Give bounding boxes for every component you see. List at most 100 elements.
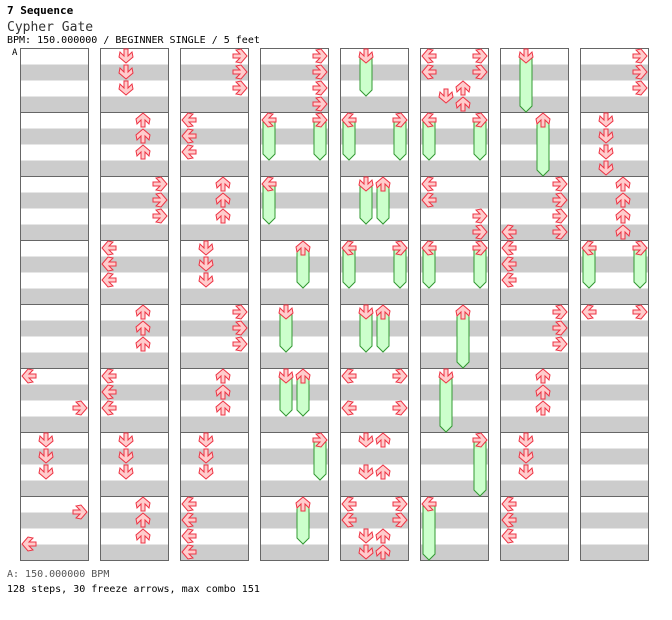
arrow-left <box>421 240 437 256</box>
beat-band <box>20 544 89 561</box>
beat-band <box>580 224 649 241</box>
arrow-down <box>518 48 534 64</box>
arrow-left <box>181 528 197 544</box>
arrow-down <box>438 88 454 104</box>
beat-band <box>20 288 89 305</box>
beat-band <box>500 384 569 401</box>
arrow-down <box>358 48 374 64</box>
beat-band <box>180 480 249 497</box>
beat-band <box>100 64 169 81</box>
arrow-left <box>501 496 517 512</box>
song-title: Cypher Gate <box>7 20 94 35</box>
arrow-up <box>375 544 391 560</box>
beat-band <box>420 416 489 433</box>
beat-band <box>260 96 329 113</box>
beat-band <box>20 224 89 241</box>
arrow-left <box>101 368 117 384</box>
beat-band <box>180 448 249 465</box>
beat-band <box>500 64 569 81</box>
beat-band <box>180 384 249 401</box>
beat-band <box>20 96 89 113</box>
arrow-right <box>552 208 568 224</box>
arrow-up <box>535 368 551 384</box>
beat-band <box>500 96 569 113</box>
beat-band <box>180 544 249 561</box>
arrow-down <box>358 176 374 192</box>
arrow-up <box>375 176 391 192</box>
arrow-down <box>118 464 134 480</box>
beat-band <box>580 384 649 401</box>
beat-band <box>340 256 409 273</box>
arrow-right <box>152 192 168 208</box>
beat-band <box>180 352 249 369</box>
arrow-left <box>421 176 437 192</box>
beat-band <box>20 416 89 433</box>
beat-band <box>180 224 249 241</box>
arrow-left <box>101 400 117 416</box>
arrow-right <box>552 176 568 192</box>
arrow-down <box>358 304 374 320</box>
arrow-left <box>261 176 277 192</box>
beat-band <box>500 416 569 433</box>
arrow-down <box>518 464 534 480</box>
arrow-left <box>421 48 437 64</box>
arrow-right <box>232 336 248 352</box>
beat-band <box>580 96 649 113</box>
arrow-up <box>135 128 151 144</box>
arrow-right <box>392 496 408 512</box>
beat-band <box>260 544 329 561</box>
arrow-left <box>101 256 117 272</box>
beat-band <box>580 416 649 433</box>
chart-info: BPM: 150.000000 / BEGINNER SINGLE / 5 fe… <box>7 35 260 46</box>
arrow-down <box>198 448 214 464</box>
freeze-body-right <box>473 439 487 497</box>
freeze-body-left <box>422 503 436 561</box>
beat-band <box>420 352 489 369</box>
arrow-up <box>215 208 231 224</box>
arrow-left <box>421 112 437 128</box>
beat-band <box>180 256 249 273</box>
beat-band <box>180 416 249 433</box>
arrow-right <box>72 504 88 520</box>
arrow-down <box>358 464 374 480</box>
beat-band <box>340 480 409 497</box>
beat-band <box>180 64 249 81</box>
arrow-down <box>118 432 134 448</box>
beat-band <box>420 288 489 305</box>
arrow-left <box>501 512 517 528</box>
arrow-left <box>341 496 357 512</box>
arrow-up <box>135 528 151 544</box>
beat-band <box>420 320 489 337</box>
arrow-right <box>472 224 488 240</box>
beat-band <box>340 288 409 305</box>
arrow-right <box>632 80 648 96</box>
freeze-body-up <box>456 311 470 369</box>
beat-band <box>500 448 569 465</box>
arrow-left <box>581 304 597 320</box>
arrow-right <box>472 240 488 256</box>
beat-band <box>180 160 249 177</box>
arrow-left <box>181 496 197 512</box>
arrow-down <box>278 368 294 384</box>
arrow-up <box>135 512 151 528</box>
beat-band <box>260 288 329 305</box>
arrow-right <box>552 320 568 336</box>
beat-band <box>180 320 249 337</box>
arrow-down <box>598 160 614 176</box>
beat-band <box>260 416 329 433</box>
beat-band <box>420 96 489 113</box>
beat-band <box>420 224 489 241</box>
arrow-up <box>615 192 631 208</box>
arrow-up <box>455 304 471 320</box>
beat-band <box>260 384 329 401</box>
arrow-right <box>552 224 568 240</box>
arrow-right <box>72 400 88 416</box>
arrow-up <box>135 496 151 512</box>
beat-band <box>260 128 329 145</box>
arrow-down <box>198 240 214 256</box>
arrow-left <box>181 544 197 560</box>
beat-band <box>580 64 649 81</box>
arrow-right <box>392 400 408 416</box>
beat-band <box>500 512 569 529</box>
beat-band <box>420 512 489 529</box>
